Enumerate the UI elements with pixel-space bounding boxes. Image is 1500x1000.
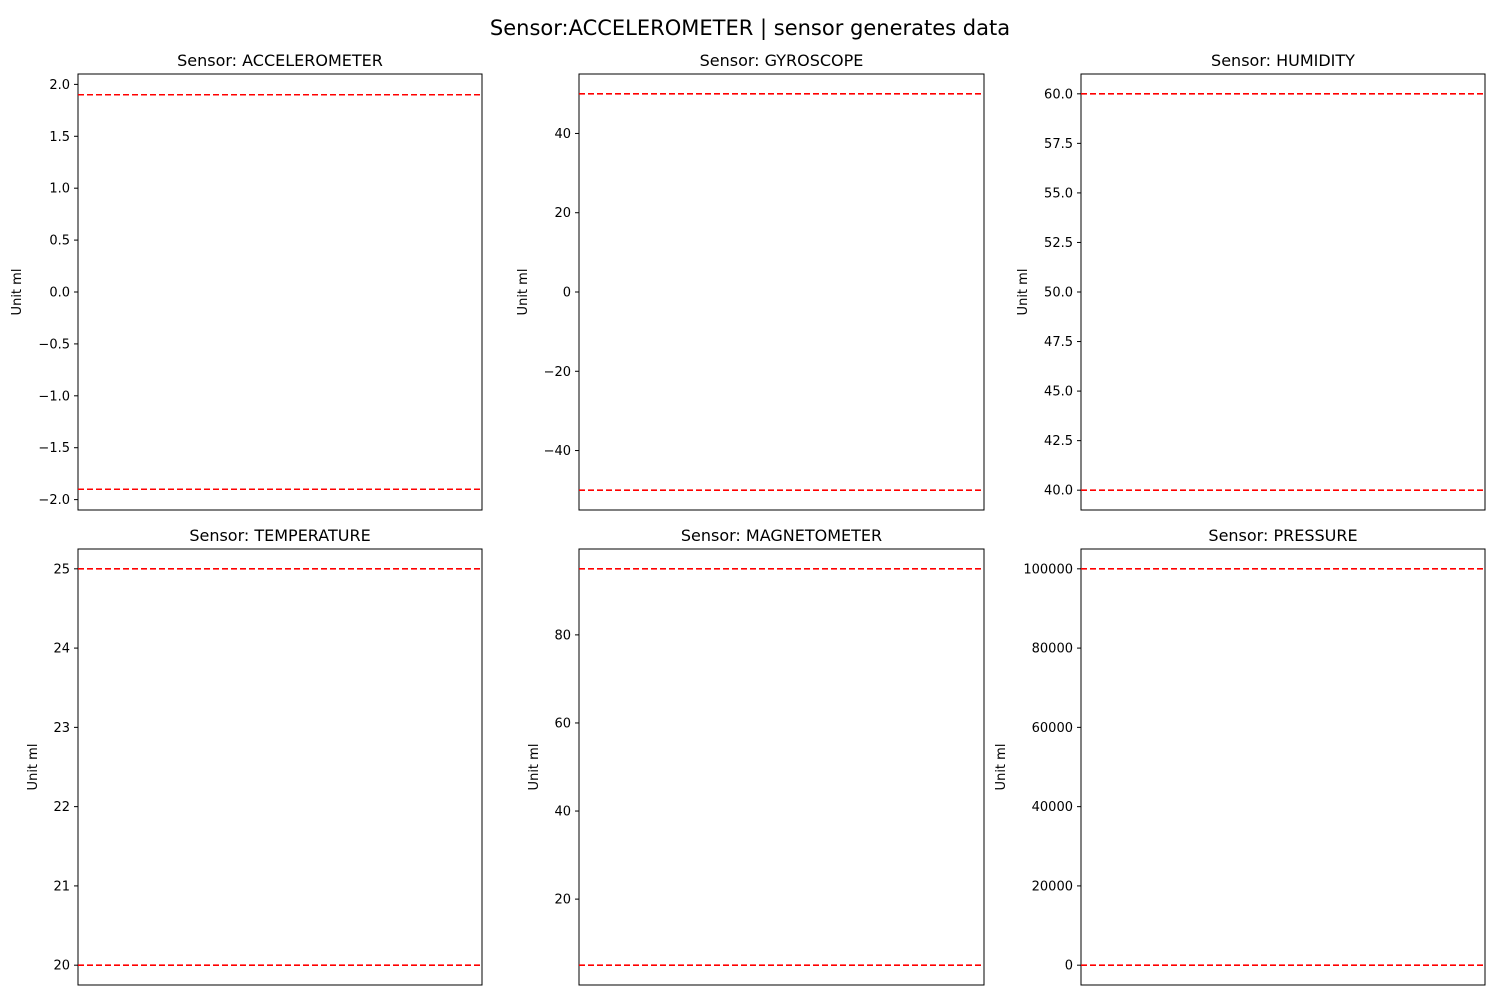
ytick-label-gyroscope: −20 <box>544 365 571 380</box>
ytick-label-temperature: 23 <box>53 721 70 736</box>
ytick-label-magnetometer: 60 <box>554 716 571 731</box>
ytick-label-pressure: 80000 <box>1032 642 1073 657</box>
ytick-label-magnetometer: 20 <box>554 893 571 908</box>
subplot-accelerometer: Sensor: ACCELEROMETER −2.0 −1.5 −1.0 −0.5 0.0… <box>10 51 483 511</box>
ytick-label-pressure: 0 <box>1065 959 1073 974</box>
ytick-label-pressure: 40000 <box>1032 800 1073 815</box>
ytick-label-accelerometer: −2.0 <box>38 493 70 508</box>
subplot-title-pressure: Sensor: PRESSURE <box>1208 526 1357 545</box>
subplot-gyroscope: Sensor: GYROSCOPE −40 −20 0 20 40 Unit ml <box>516 51 985 511</box>
ytick-label-gyroscope: 20 <box>554 206 571 221</box>
plot-frame-magnetometer <box>578 548 985 986</box>
ytick-label-temperature: 20 <box>53 959 70 974</box>
subplot-pressure: Sensor: PRESSURE 0 20000 40000 60000 80000 100… <box>994 526 1486 986</box>
ytick-label-gyroscope: 0 <box>563 286 571 301</box>
ytick-label-pressure: 60000 <box>1032 721 1073 736</box>
ytick-label-humidity: 40.0 <box>1044 484 1073 499</box>
ytick-label-pressure: 20000 <box>1032 879 1073 894</box>
ytick-label-magnetometer: 40 <box>554 805 571 820</box>
ytick-label-temperature: 22 <box>53 800 70 815</box>
subplot-title-accelerometer: Sensor: ACCELEROMETER <box>177 51 383 70</box>
ytick-label-humidity: 50.0 <box>1044 286 1073 301</box>
ytick-label-humidity: 55.0 <box>1044 186 1073 201</box>
ytick-label-magnetometer: 80 <box>554 628 571 643</box>
subplot-title-gyroscope: Sensor: GYROSCOPE <box>700 51 864 70</box>
ytick-label-humidity: 47.5 <box>1044 335 1073 350</box>
ylabel-accelerometer: Unit ml <box>10 269 25 316</box>
plot-frame-humidity <box>1080 73 1486 511</box>
subplot-temperature: Sensor: TEMPERATURE 20 21 22 23 24 25 Unit ml <box>26 526 483 986</box>
ytick-label-accelerometer: 1.5 <box>49 130 70 145</box>
plot-frame-accelerometer <box>77 73 483 511</box>
ytick-label-accelerometer: −0.5 <box>38 337 70 352</box>
ytick-label-pressure: 100000 <box>1023 562 1073 577</box>
ylabel-gyroscope: Unit ml <box>516 269 531 316</box>
ylabel-magnetometer: Unit ml <box>527 744 542 791</box>
plot-frame-gyroscope <box>578 73 985 511</box>
ytick-label-temperature: 24 <box>53 642 70 657</box>
ytick-label-humidity: 57.5 <box>1044 137 1073 152</box>
ytick-label-humidity: 52.5 <box>1044 236 1073 251</box>
ylabel-humidity: Unit ml <box>1016 269 1031 316</box>
subplot-magnetometer: Sensor: MAGNETOMETER 20 40 60 80 Unit ml <box>527 526 985 986</box>
ytick-label-temperature: 21 <box>53 879 70 894</box>
ytick-label-accelerometer: −1.5 <box>38 441 70 456</box>
ytick-label-accelerometer: 0.5 <box>49 234 70 249</box>
ytick-label-gyroscope: −40 <box>544 444 571 459</box>
ylabel-pressure: Unit ml <box>994 744 1009 791</box>
subplot-title-temperature: Sensor: TEMPERATURE <box>189 526 370 545</box>
ytick-label-temperature: 25 <box>53 562 70 577</box>
subplot-humidity: Sensor: HUMIDITY 40.0 42.5 45.0 47.5 50.0 52.5… <box>1016 51 1486 511</box>
plot-frame-pressure <box>1080 548 1486 986</box>
ylabel-temperature: Unit ml <box>26 744 41 791</box>
subplot-title-humidity: Sensor: HUMIDITY <box>1211 51 1355 70</box>
subplot-title-magnetometer: Sensor: MAGNETOMETER <box>681 526 882 545</box>
ytick-label-accelerometer: 2.0 <box>49 78 70 93</box>
ytick-label-accelerometer: 1.0 <box>49 182 70 197</box>
ytick-label-accelerometer: −1.0 <box>38 389 70 404</box>
figure-title: Sensor:ACCELEROMETER | sensor generates … <box>489 16 1011 40</box>
plot-frame-temperature <box>77 548 483 986</box>
ytick-label-humidity: 42.5 <box>1044 434 1073 449</box>
ytick-label-humidity: 45.0 <box>1044 385 1073 400</box>
ytick-label-gyroscope: 40 <box>554 127 571 142</box>
ytick-label-humidity: 60.0 <box>1044 87 1073 102</box>
ytick-label-accelerometer: 0.0 <box>49 286 70 301</box>
